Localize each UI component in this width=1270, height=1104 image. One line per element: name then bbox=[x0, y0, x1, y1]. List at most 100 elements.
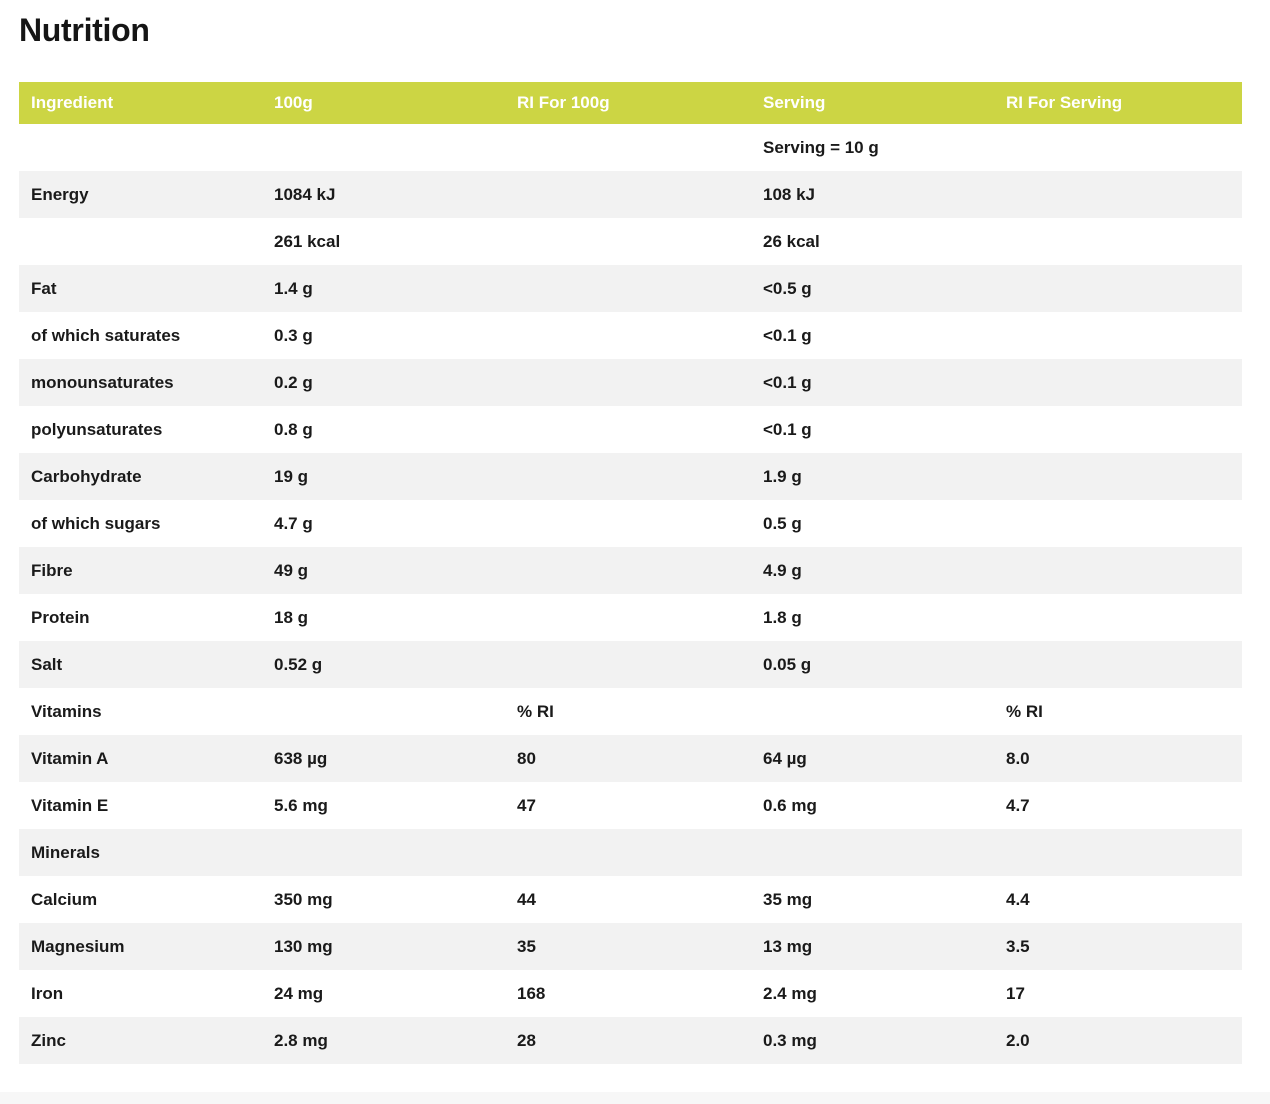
table-cell: 0.3 g bbox=[262, 312, 505, 359]
table-cell: % RI bbox=[994, 688, 1242, 735]
table-row: Zinc 2.8 mg 28 0.3 mg 2.0 bbox=[19, 1017, 1242, 1064]
table-cell: 13 mg bbox=[751, 923, 994, 970]
table-cell: Minerals bbox=[19, 829, 262, 876]
table-row: Serving = 10 g bbox=[19, 124, 1242, 171]
table-cell bbox=[505, 594, 751, 641]
table-row: of which saturates 0.3 g <0.1 g bbox=[19, 312, 1242, 359]
table-cell: 35 mg bbox=[751, 876, 994, 923]
table-cell bbox=[505, 500, 751, 547]
table-cell: % RI bbox=[505, 688, 751, 735]
table-cell: Protein bbox=[19, 594, 262, 641]
table-row: 261 kcal 26 kcal bbox=[19, 218, 1242, 265]
table-cell: 1.9 g bbox=[751, 453, 994, 500]
table-row: Protein 18 g 1.8 g bbox=[19, 594, 1242, 641]
table-row: Fibre 49 g 4.9 g bbox=[19, 547, 1242, 594]
table-cell bbox=[262, 829, 505, 876]
table-cell: Iron bbox=[19, 970, 262, 1017]
table-cell bbox=[994, 453, 1242, 500]
table-cell: 26 kcal bbox=[751, 218, 994, 265]
table-cell: 44 bbox=[505, 876, 751, 923]
table-cell: 35 bbox=[505, 923, 751, 970]
table-cell bbox=[994, 406, 1242, 453]
table-cell: 2.4 mg bbox=[751, 970, 994, 1017]
table-cell bbox=[505, 453, 751, 500]
table-cell: 24 mg bbox=[262, 970, 505, 1017]
table-cell: 0.52 g bbox=[262, 641, 505, 688]
table-cell: 108 kJ bbox=[751, 171, 994, 218]
table-cell: 4.4 bbox=[994, 876, 1242, 923]
table-cell bbox=[994, 359, 1242, 406]
table-cell: 49 g bbox=[262, 547, 505, 594]
table-row: polyunsaturates 0.8 g <0.1 g bbox=[19, 406, 1242, 453]
table-cell: monounsaturates bbox=[19, 359, 262, 406]
table-cell bbox=[994, 312, 1242, 359]
table-cell bbox=[751, 829, 994, 876]
table-cell: Energy bbox=[19, 171, 262, 218]
table-cell: 19 g bbox=[262, 453, 505, 500]
table-row: Salt 0.52 g 0.05 g bbox=[19, 641, 1242, 688]
table-cell: 5.6 mg bbox=[262, 782, 505, 829]
table-cell bbox=[19, 218, 262, 265]
table-cell: 261 kcal bbox=[262, 218, 505, 265]
table-cell: 1.4 g bbox=[262, 265, 505, 312]
table-cell bbox=[505, 265, 751, 312]
table-cell: Fat bbox=[19, 265, 262, 312]
table-row: Iron 24 mg 168 2.4 mg 17 bbox=[19, 970, 1242, 1017]
table-cell: 64 µg bbox=[751, 735, 994, 782]
table-row: Energy 1084 kJ 108 kJ bbox=[19, 171, 1242, 218]
table-cell: 4.9 g bbox=[751, 547, 994, 594]
table-cell: of which saturates bbox=[19, 312, 262, 359]
table-row: Vitamins % RI % RI bbox=[19, 688, 1242, 735]
table-cell: 0.2 g bbox=[262, 359, 505, 406]
table-cell: <0.1 g bbox=[751, 406, 994, 453]
table-cell bbox=[994, 500, 1242, 547]
table-cell: Vitamin A bbox=[19, 735, 262, 782]
table-cell: 0.05 g bbox=[751, 641, 994, 688]
table-cell: 2.8 mg bbox=[262, 1017, 505, 1064]
table-row: Fat 1.4 g <0.5 g bbox=[19, 265, 1242, 312]
nutrition-table: Ingredient 100g RI For 100g Serving RI F… bbox=[19, 82, 1242, 1064]
column-header-100g: 100g bbox=[262, 82, 505, 124]
table-cell: 0.3 mg bbox=[751, 1017, 994, 1064]
table-row: Minerals bbox=[19, 829, 1242, 876]
table-cell: 4.7 g bbox=[262, 500, 505, 547]
table-cell: <0.1 g bbox=[751, 359, 994, 406]
table-row: monounsaturates 0.2 g <0.1 g bbox=[19, 359, 1242, 406]
table-cell: <0.5 g bbox=[751, 265, 994, 312]
table-row: Vitamin A 638 µg 80 64 µg 8.0 bbox=[19, 735, 1242, 782]
table-cell bbox=[994, 171, 1242, 218]
table-cell: 8.0 bbox=[994, 735, 1242, 782]
table-cell bbox=[751, 688, 994, 735]
table-row: of which sugars 4.7 g 0.5 g bbox=[19, 500, 1242, 547]
table-cell bbox=[994, 547, 1242, 594]
table-cell: 0.8 g bbox=[262, 406, 505, 453]
page-title: Nutrition bbox=[19, 12, 150, 48]
column-header-serving: Serving bbox=[751, 82, 994, 124]
table-cell bbox=[994, 594, 1242, 641]
table-cell bbox=[994, 265, 1242, 312]
column-header-ingredient: Ingredient bbox=[19, 82, 262, 124]
table-cell: 130 mg bbox=[262, 923, 505, 970]
table-cell: 47 bbox=[505, 782, 751, 829]
header-row: Ingredient 100g RI For 100g Serving RI F… bbox=[19, 82, 1242, 124]
table-cell: 350 mg bbox=[262, 876, 505, 923]
table-cell: Salt bbox=[19, 641, 262, 688]
table-cell: <0.1 g bbox=[751, 312, 994, 359]
table-cell bbox=[262, 688, 505, 735]
table-cell: Carbohydrate bbox=[19, 453, 262, 500]
table-cell: Calcium bbox=[19, 876, 262, 923]
table-cell: Serving = 10 g bbox=[751, 124, 994, 171]
table-cell: 0.6 mg bbox=[751, 782, 994, 829]
table-cell: Vitamin E bbox=[19, 782, 262, 829]
table-cell: 4.7 bbox=[994, 782, 1242, 829]
table-cell bbox=[994, 218, 1242, 265]
nutrition-table-container: Ingredient 100g RI For 100g Serving RI F… bbox=[19, 82, 1242, 1064]
table-cell: 18 g bbox=[262, 594, 505, 641]
table-row: Vitamin E 5.6 mg 47 0.6 mg 4.7 bbox=[19, 782, 1242, 829]
table-cell: 80 bbox=[505, 735, 751, 782]
table-cell: 3.5 bbox=[994, 923, 1242, 970]
table-cell bbox=[505, 124, 751, 171]
table-cell bbox=[505, 359, 751, 406]
table-row: Calcium 350 mg 44 35 mg 4.4 bbox=[19, 876, 1242, 923]
table-cell bbox=[505, 641, 751, 688]
